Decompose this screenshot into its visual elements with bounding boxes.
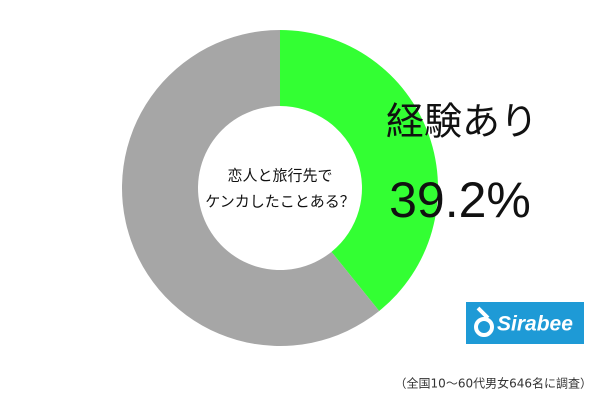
- center-text: ケンカしたことある？: [205, 193, 355, 211]
- value-label: 39.2%: [389, 172, 531, 228]
- logo-icon: [474, 317, 494, 337]
- donut: [121, 30, 438, 346]
- note: （全国10～60代男女646名に調査）: [395, 376, 592, 391]
- logo-box: [466, 302, 584, 344]
- logo-text: Sirabee: [497, 313, 573, 336]
- slice: [121, 30, 380, 346]
- logo-icon: [476, 306, 490, 320]
- slice-label: 経験あり: [386, 100, 538, 144]
- slice: [280, 30, 438, 311]
- center-text: 恋人と旅行先で: [227, 167, 332, 185]
